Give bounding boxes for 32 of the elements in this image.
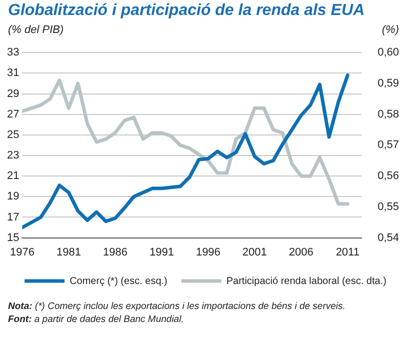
x-tick-label: 1981: [56, 246, 81, 258]
y2-tick-label: 0,59: [378, 78, 400, 90]
y-tick-label: 21: [6, 170, 20, 182]
y2-tick-label: 0,60: [378, 46, 400, 59]
y-axis-title: (% del PIB): [8, 24, 64, 36]
y-tick-label: 15: [6, 232, 20, 244]
x-tick-label: 2006: [288, 246, 314, 258]
y-tick-label: 25: [6, 128, 20, 141]
text: Font: a partir de dades del Banc Mundial.: [8, 313, 185, 326]
y2-axis-title: (%): [382, 24, 399, 36]
legend-label: Participació renda laboral (esc. dta.): [226, 276, 386, 287]
y2-tick-label: 0,57: [378, 139, 400, 152]
x-tick-label: 2001: [242, 246, 267, 258]
x-tick-label: 1986: [102, 246, 128, 258]
y2-tick-label: 0,56: [378, 170, 400, 182]
y-tick-label: 31: [6, 67, 20, 80]
y2-tick-label: 0,58: [378, 108, 400, 120]
y-tick-label: 23: [6, 150, 20, 162]
y-tick-label: 33: [6, 46, 20, 59]
x-tick-label: 2011: [336, 246, 360, 258]
legend-label: Comerç (*) (esc. esq.): [70, 276, 168, 287]
text: Nota: (*) Comerç inclou les exportacions i les importacions de béns i de serveis.: [8, 300, 346, 313]
chart-title: Globalització i participació de la renda als EUA: [8, 2, 365, 20]
y-tick-label: 17: [6, 211, 20, 224]
x-tick-label: 1991: [149, 246, 174, 258]
y2-tick-label: 0,55: [378, 200, 400, 213]
y-tick-label: 29: [6, 88, 20, 100]
x-tick-label: 1976: [10, 246, 34, 258]
y2-tick-label: 0,54: [378, 232, 400, 244]
y-tick-label: 19: [6, 190, 20, 203]
y-tick-label: 27: [6, 108, 20, 120]
x-tick-label: 1996: [196, 246, 220, 258]
